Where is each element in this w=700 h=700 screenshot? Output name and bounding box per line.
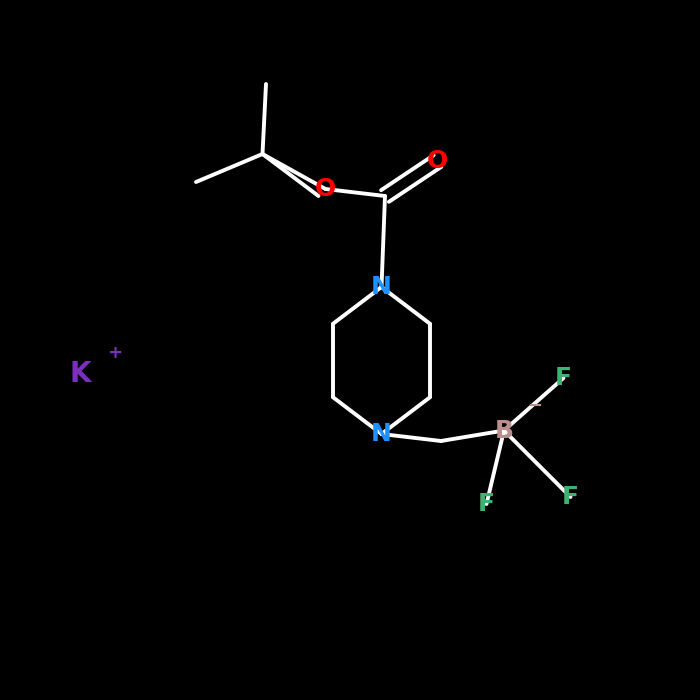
Text: F: F (555, 366, 572, 390)
Text: −: − (527, 397, 542, 415)
Text: B: B (494, 419, 514, 442)
Text: N: N (371, 275, 392, 299)
Text: K: K (70, 360, 91, 388)
Text: O: O (427, 149, 448, 173)
Text: F: F (562, 485, 579, 509)
Text: F: F (478, 492, 495, 516)
Text: +: + (107, 344, 122, 362)
Text: N: N (371, 422, 392, 446)
Text: O: O (315, 177, 336, 201)
